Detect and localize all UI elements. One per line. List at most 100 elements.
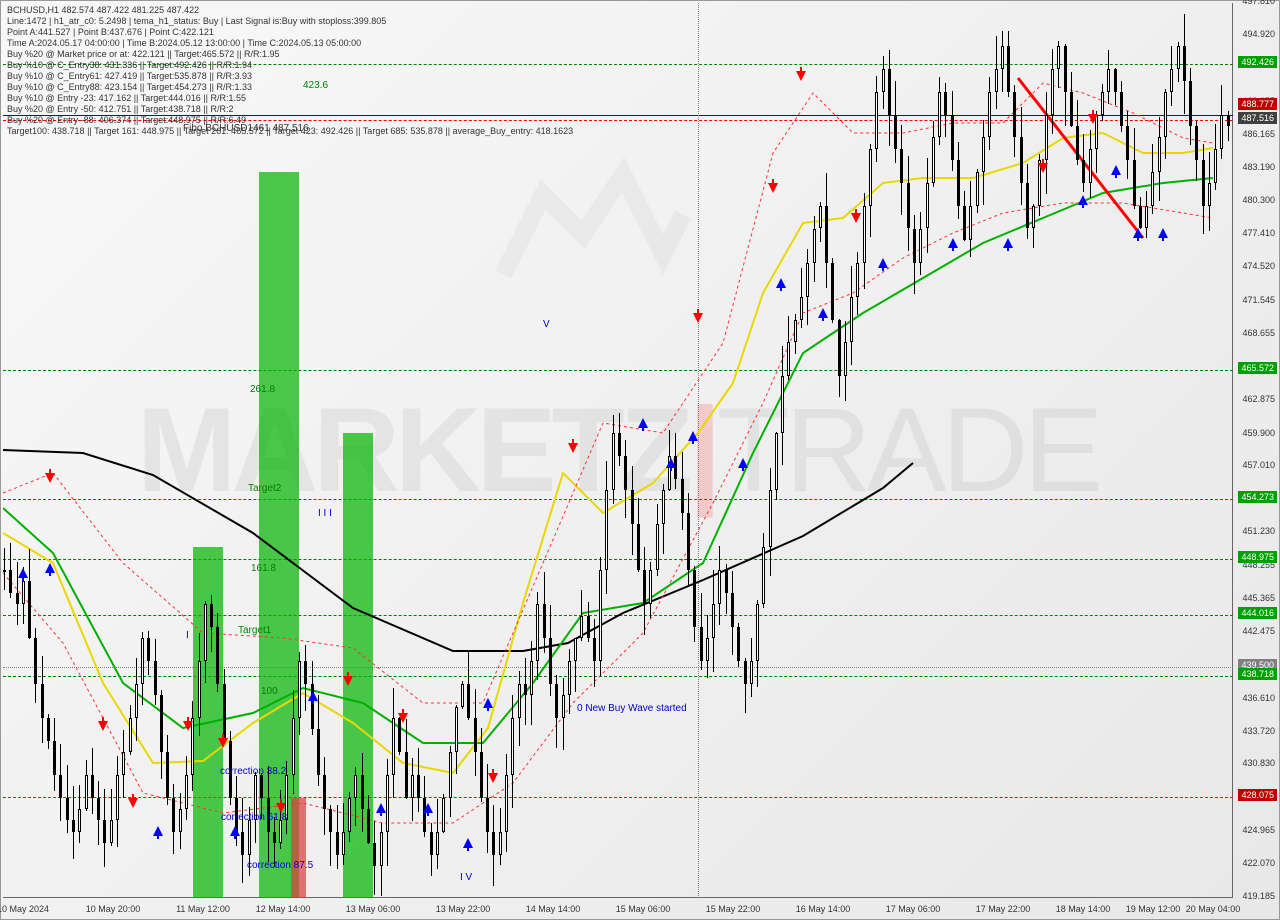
- candle[interactable]: [9, 570, 12, 593]
- candle[interactable]: [995, 69, 998, 92]
- candle[interactable]: [103, 820, 106, 843]
- candle[interactable]: [1214, 149, 1217, 183]
- candle[interactable]: [543, 604, 546, 638]
- candle[interactable]: [1032, 206, 1035, 229]
- candle[interactable]: [461, 684, 464, 707]
- candle[interactable]: [78, 809, 81, 832]
- candle[interactable]: [775, 433, 778, 490]
- candle[interactable]: [41, 684, 44, 718]
- candle[interactable]: [216, 627, 219, 684]
- candle[interactable]: [1070, 92, 1073, 126]
- candle[interactable]: [442, 798, 445, 832]
- candle[interactable]: [649, 570, 652, 604]
- candle[interactable]: [147, 638, 150, 661]
- candle[interactable]: [725, 570, 728, 593]
- candle[interactable]: [656, 524, 659, 570]
- candle[interactable]: [969, 206, 972, 240]
- candle[interactable]: [16, 593, 19, 604]
- candle[interactable]: [982, 137, 985, 171]
- candle[interactable]: [449, 752, 452, 798]
- candle[interactable]: [524, 684, 527, 695]
- candle[interactable]: [875, 92, 878, 149]
- candle[interactable]: [1001, 46, 1004, 69]
- candle[interactable]: [794, 320, 797, 343]
- candle[interactable]: [1164, 92, 1167, 138]
- candle[interactable]: [530, 661, 533, 695]
- candle[interactable]: [455, 707, 458, 753]
- candle[interactable]: [938, 92, 941, 138]
- candle[interactable]: [1007, 46, 1010, 92]
- candle[interactable]: [380, 832, 383, 866]
- candle[interactable]: [72, 820, 75, 831]
- candle[interactable]: [819, 206, 822, 229]
- candle[interactable]: [919, 229, 922, 263]
- candle[interactable]: [662, 490, 665, 524]
- candle[interactable]: [549, 638, 552, 684]
- candle[interactable]: [329, 809, 332, 832]
- candle[interactable]: [731, 593, 734, 627]
- candle[interactable]: [323, 775, 326, 809]
- candle[interactable]: [700, 627, 703, 661]
- candle[interactable]: [91, 775, 94, 798]
- candle[interactable]: [1114, 69, 1117, 92]
- candle[interactable]: [637, 524, 640, 570]
- candle[interactable]: [3, 570, 6, 572]
- candle[interactable]: [744, 661, 747, 684]
- candle[interactable]: [292, 718, 295, 775]
- candle[interactable]: [373, 843, 376, 866]
- candle[interactable]: [888, 69, 891, 115]
- candle[interactable]: [737, 627, 740, 661]
- candle[interactable]: [762, 547, 765, 604]
- candle[interactable]: [122, 752, 125, 775]
- candle[interactable]: [612, 433, 615, 490]
- candle[interactable]: [1045, 115, 1048, 161]
- candle[interactable]: [505, 775, 508, 832]
- candle[interactable]: [756, 604, 759, 661]
- candle[interactable]: [499, 832, 502, 855]
- candle[interactable]: [480, 752, 483, 798]
- candle[interactable]: [248, 820, 251, 854]
- candle[interactable]: [304, 661, 307, 684]
- candle[interactable]: [1026, 183, 1029, 229]
- candle[interactable]: [681, 479, 684, 513]
- candle[interactable]: [769, 490, 772, 547]
- candle[interactable]: [1020, 137, 1023, 183]
- candle[interactable]: [844, 342, 847, 376]
- candle[interactable]: [185, 775, 188, 809]
- candle[interactable]: [900, 149, 903, 183]
- candle[interactable]: [1013, 92, 1016, 138]
- candle[interactable]: [536, 604, 539, 661]
- candle[interactable]: [624, 456, 627, 490]
- chart-area[interactable]: MARKETZ|TRADE BCHUSD,H1 482.574 487.422 …: [3, 3, 1233, 898]
- candle[interactable]: [1120, 92, 1123, 126]
- candle[interactable]: [643, 570, 646, 604]
- candle[interactable]: [129, 718, 132, 752]
- candle[interactable]: [1126, 126, 1129, 160]
- candle[interactable]: [1189, 81, 1192, 127]
- candle[interactable]: [392, 718, 395, 775]
- candle[interactable]: [34, 638, 37, 684]
- candle[interactable]: [223, 684, 226, 741]
- candle[interactable]: [1139, 206, 1142, 229]
- candle[interactable]: [135, 684, 138, 718]
- candle[interactable]: [492, 832, 495, 855]
- candle[interactable]: [342, 832, 345, 855]
- candle[interactable]: [386, 775, 389, 832]
- candle[interactable]: [59, 775, 62, 798]
- candle[interactable]: [97, 798, 100, 821]
- candle[interactable]: [750, 661, 753, 684]
- candle[interactable]: [574, 638, 577, 661]
- candle[interactable]: [204, 604, 207, 661]
- candle[interactable]: [47, 718, 50, 741]
- candle[interactable]: [926, 183, 929, 229]
- candle[interactable]: [1202, 160, 1205, 206]
- candle[interactable]: [160, 695, 163, 752]
- candle[interactable]: [1101, 92, 1104, 115]
- candle[interactable]: [53, 741, 56, 775]
- candle[interactable]: [417, 775, 420, 798]
- candle[interactable]: [198, 661, 201, 718]
- candle[interactable]: [1133, 160, 1136, 206]
- candle[interactable]: [806, 263, 809, 297]
- candle[interactable]: [210, 604, 213, 627]
- candle[interactable]: [907, 183, 910, 229]
